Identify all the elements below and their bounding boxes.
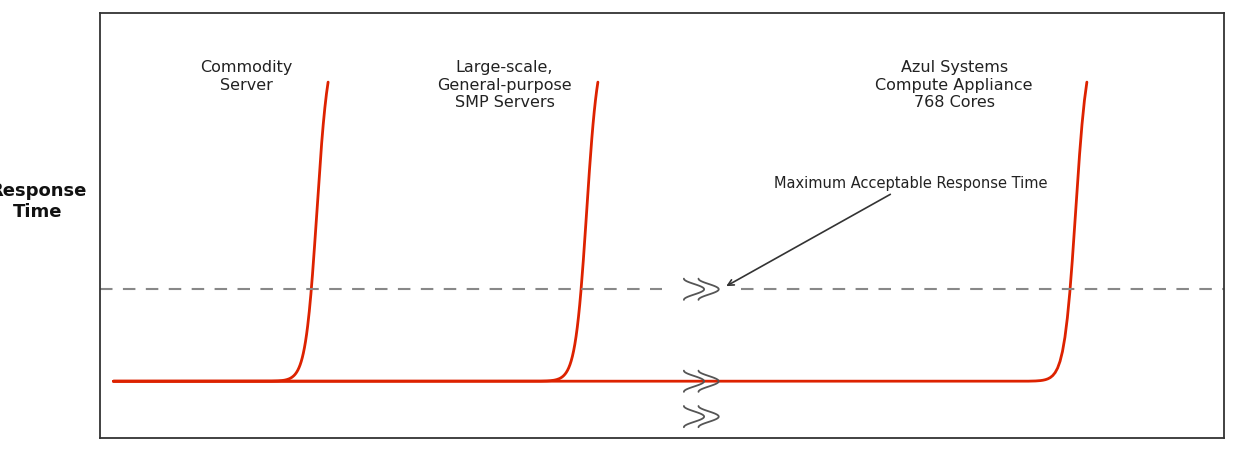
- Text: Commodity
Server: Commodity Server: [200, 60, 292, 92]
- Text: Maximum Acceptable Response Time: Maximum Acceptable Response Time: [728, 176, 1048, 286]
- Text: Response
Time: Response Time: [0, 181, 86, 220]
- Text: Large-scale,
General-purpose
SMP Servers: Large-scale, General-purpose SMP Servers: [437, 60, 572, 110]
- Text: Azul Systems
Compute Appliance
768 Cores: Azul Systems Compute Appliance 768 Cores: [876, 60, 1033, 110]
